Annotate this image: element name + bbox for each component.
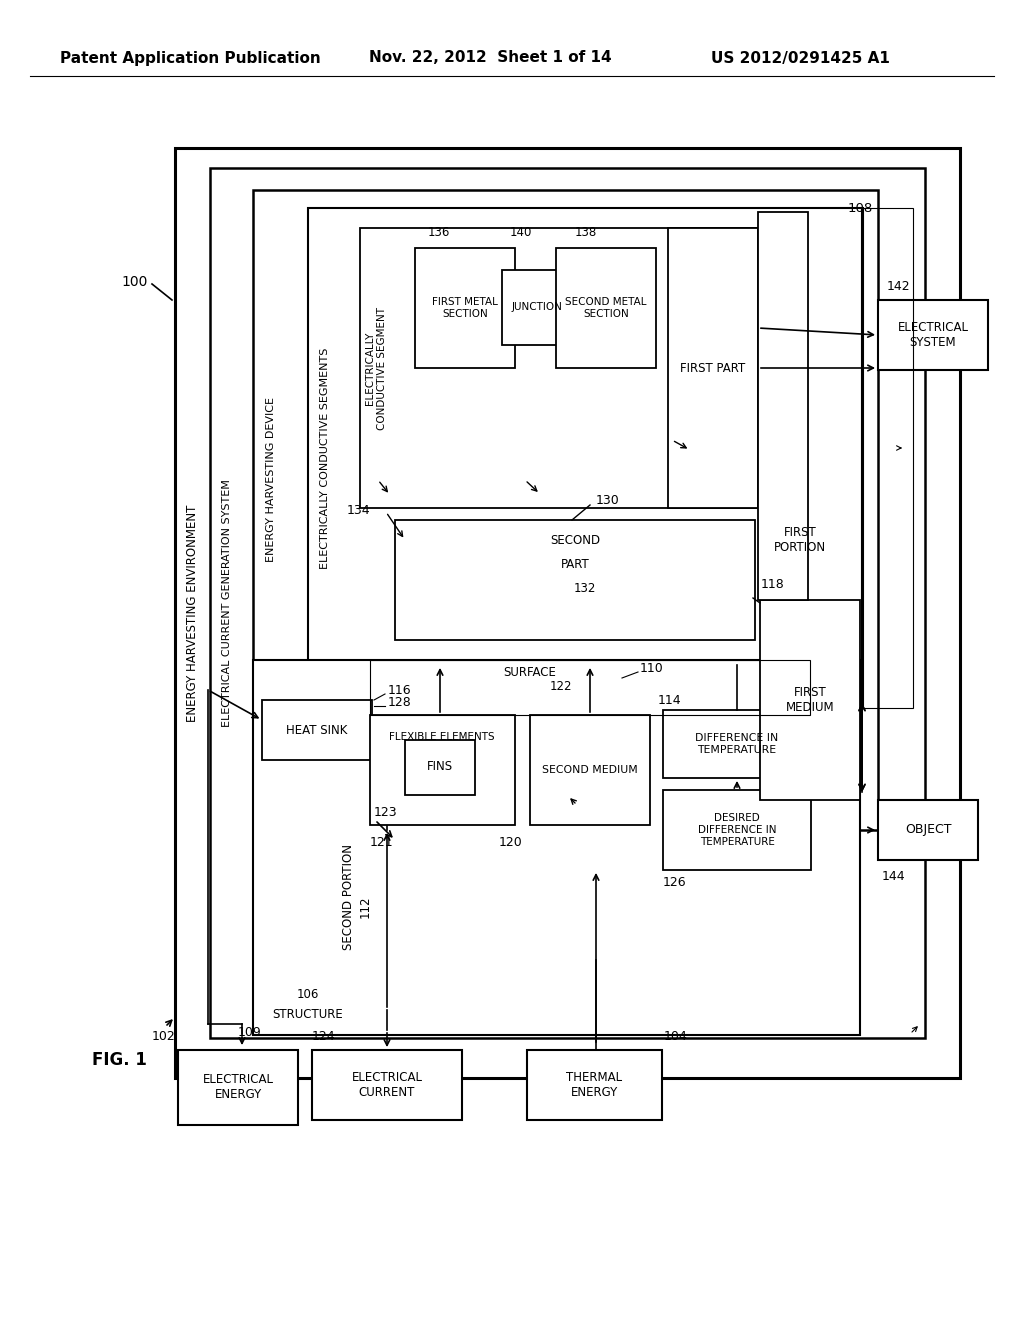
Bar — [530, 715, 650, 825]
Text: THERMAL
ENERGY: THERMAL ENERGY — [566, 1071, 622, 1100]
Bar — [527, 1049, 662, 1119]
Text: 110: 110 — [640, 661, 664, 675]
Text: 123: 123 — [374, 805, 397, 818]
Text: FLEXIBLE ELEMENTS: FLEXIBLE ELEMENTS — [389, 733, 495, 742]
Text: 100: 100 — [122, 275, 148, 289]
Text: DESIRED
DIFFERENCE IN
TEMPERATURE: DESIRED DIFFERENCE IN TEMPERATURE — [697, 813, 776, 846]
Text: 140: 140 — [510, 227, 532, 239]
Text: 144: 144 — [882, 870, 905, 883]
Bar — [395, 520, 755, 640]
Text: 138: 138 — [575, 227, 597, 239]
Text: Patent Application Publication: Patent Application Publication — [59, 50, 321, 66]
Text: 134: 134 — [346, 503, 370, 516]
Bar — [861, 209, 913, 708]
Bar — [502, 271, 572, 345]
Bar — [253, 190, 878, 830]
Text: Nov. 22, 2012  Sheet 1 of 14: Nov. 22, 2012 Sheet 1 of 14 — [369, 50, 611, 66]
Bar — [370, 715, 515, 825]
Text: FIG. 1: FIG. 1 — [92, 1051, 146, 1069]
Text: 142: 142 — [887, 280, 910, 293]
Bar — [406, 741, 475, 795]
Text: 116: 116 — [388, 684, 412, 697]
Bar — [663, 710, 811, 777]
Text: 108: 108 — [848, 202, 873, 214]
Text: 136: 136 — [428, 227, 451, 239]
Bar — [308, 209, 863, 708]
Text: 102: 102 — [152, 1030, 175, 1043]
Text: 124: 124 — [312, 1030, 336, 1043]
Bar — [370, 660, 810, 715]
Text: 109: 109 — [238, 1026, 262, 1039]
Text: SURFACE: SURFACE — [504, 665, 556, 678]
Bar — [758, 213, 808, 601]
Text: SECOND PORTION: SECOND PORTION — [341, 843, 354, 950]
Text: FINS: FINS — [427, 760, 453, 774]
Bar — [663, 789, 811, 870]
Text: ELECTRICAL CURRENT GENERATION SYSTEM: ELECTRICAL CURRENT GENERATION SYSTEM — [222, 479, 232, 727]
Bar — [556, 248, 656, 368]
Text: 112: 112 — [358, 896, 372, 919]
Text: JUNCTION: JUNCTION — [512, 302, 562, 312]
Text: DIFFERENCE IN
TEMPERATURE: DIFFERENCE IN TEMPERATURE — [695, 733, 778, 755]
Text: ELECTRICALLY
CONDUCTIVE SEGMENT: ELECTRICALLY CONDUCTIVE SEGMENT — [366, 306, 387, 429]
Text: 106: 106 — [297, 989, 319, 1002]
Bar — [262, 700, 372, 760]
Text: 130: 130 — [596, 494, 620, 507]
Text: 122: 122 — [550, 681, 572, 693]
Text: OBJECT: OBJECT — [905, 824, 951, 837]
Bar — [415, 248, 515, 368]
Text: FIRST PART: FIRST PART — [680, 362, 745, 375]
Text: 121: 121 — [370, 836, 393, 849]
Text: SECOND METAL
SECTION: SECOND METAL SECTION — [565, 297, 647, 319]
Text: FIRST METAL
SECTION: FIRST METAL SECTION — [432, 297, 498, 319]
Text: HEAT SINK: HEAT SINK — [287, 723, 348, 737]
Bar — [253, 660, 860, 1035]
Text: FIRST
MEDIUM: FIRST MEDIUM — [785, 686, 835, 714]
Text: STRUCTURE: STRUCTURE — [272, 1008, 343, 1022]
Bar — [668, 228, 758, 508]
Text: ELECTRICAL
CURRENT: ELECTRICAL CURRENT — [351, 1071, 423, 1100]
Bar — [312, 1049, 462, 1119]
Text: 128: 128 — [388, 697, 412, 710]
Text: ELECTRICAL
ENERGY: ELECTRICAL ENERGY — [203, 1073, 273, 1101]
Bar — [178, 1049, 298, 1125]
Text: 132: 132 — [573, 582, 596, 594]
Text: 120: 120 — [499, 836, 522, 849]
Text: FIRST
PORTION: FIRST PORTION — [774, 525, 826, 554]
Text: ENERGY HARVESTING DEVICE: ENERGY HARVESTING DEVICE — [266, 397, 276, 562]
Text: ELECTRICAL
SYSTEM: ELECTRICAL SYSTEM — [897, 321, 969, 348]
Text: SECOND MEDIUM: SECOND MEDIUM — [542, 766, 638, 775]
Bar — [360, 228, 760, 508]
Text: 118: 118 — [761, 578, 784, 591]
Text: SECOND: SECOND — [550, 533, 600, 546]
Bar — [878, 300, 988, 370]
Text: 104: 104 — [664, 1030, 688, 1043]
Text: US 2012/0291425 A1: US 2012/0291425 A1 — [711, 50, 890, 66]
Bar — [210, 168, 925, 1038]
Bar — [878, 800, 978, 861]
Text: 114: 114 — [658, 693, 682, 706]
Text: PART: PART — [560, 558, 590, 572]
Text: ELECTRICALLY CONDUCTIVE SEGMENTS: ELECTRICALLY CONDUCTIVE SEGMENTS — [319, 347, 330, 569]
Bar — [760, 601, 860, 800]
Text: ENERGY HARVESTING ENVIRONMENT: ENERGY HARVESTING ENVIRONMENT — [185, 504, 199, 722]
Bar — [175, 148, 961, 1078]
Text: 126: 126 — [663, 875, 687, 888]
